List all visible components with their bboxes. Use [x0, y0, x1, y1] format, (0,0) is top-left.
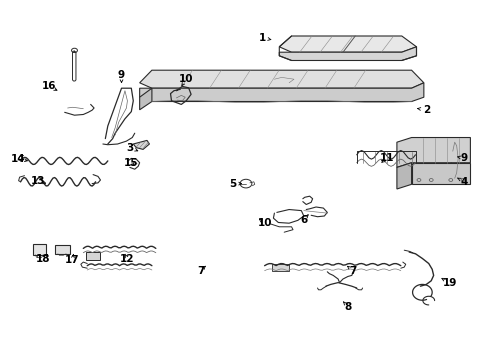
- Text: 15: 15: [124, 158, 139, 168]
- Text: 2: 2: [423, 105, 430, 115]
- Text: 5: 5: [229, 179, 236, 189]
- Text: 12: 12: [120, 254, 135, 264]
- FancyBboxPatch shape: [272, 264, 289, 271]
- Polygon shape: [140, 70, 424, 88]
- Text: 16: 16: [42, 81, 56, 91]
- Polygon shape: [397, 138, 470, 167]
- Text: 19: 19: [442, 278, 457, 288]
- Text: 9: 9: [461, 153, 468, 163]
- FancyBboxPatch shape: [86, 252, 100, 260]
- Text: 18: 18: [36, 254, 50, 264]
- Text: 7: 7: [349, 266, 357, 276]
- Polygon shape: [279, 47, 416, 60]
- Text: 10: 10: [179, 74, 194, 84]
- Text: 10: 10: [257, 218, 272, 228]
- Polygon shape: [451, 139, 465, 182]
- Text: 9: 9: [118, 70, 125, 80]
- Text: 8: 8: [344, 302, 351, 312]
- Text: 11: 11: [380, 153, 394, 163]
- Text: 1: 1: [259, 33, 266, 43]
- FancyBboxPatch shape: [55, 245, 70, 254]
- Text: 17: 17: [65, 255, 80, 265]
- Text: 14: 14: [11, 154, 26, 164]
- Text: 4: 4: [461, 177, 468, 187]
- Polygon shape: [140, 83, 424, 102]
- Polygon shape: [140, 88, 152, 110]
- Text: 13: 13: [31, 176, 46, 186]
- Text: 3: 3: [126, 143, 133, 153]
- Polygon shape: [133, 140, 149, 149]
- Text: 7: 7: [197, 266, 205, 276]
- Polygon shape: [397, 163, 412, 189]
- Polygon shape: [279, 36, 416, 52]
- FancyBboxPatch shape: [33, 244, 46, 255]
- Polygon shape: [412, 163, 470, 184]
- Text: 6: 6: [300, 215, 307, 225]
